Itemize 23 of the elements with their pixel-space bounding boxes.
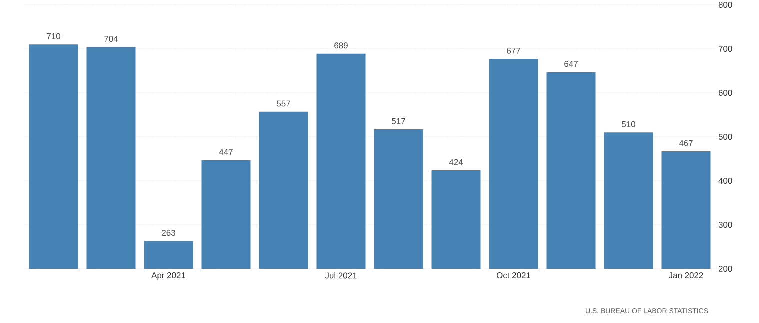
y-tick-label: 700 [718, 46, 732, 52]
data-label: 467 [679, 140, 693, 146]
x-tick-label: Jan 2022 [668, 272, 704, 279]
data-label: 263 [162, 230, 176, 236]
y-tick-label: 300 [718, 222, 732, 228]
data-label: 689 [334, 42, 348, 49]
data-label: 647 [564, 61, 578, 68]
y-tick-label: 600 [718, 90, 732, 96]
x-tick-label: Oct 2021 [496, 272, 531, 279]
data-label: 557 [277, 100, 290, 107]
x-tick-label: Apr 2021 [152, 272, 186, 280]
data-label: 710 [47, 33, 60, 40]
y-tick-label: 200 [718, 266, 732, 272]
data-label: 677 [507, 48, 520, 54]
data-label: 510 [622, 121, 636, 128]
y-tick-label: 400 [718, 178, 732, 184]
y-tick-label: 800 [718, 2, 732, 8]
data-label: 447 [219, 149, 233, 156]
data-label: 704 [104, 36, 118, 42]
x-tick-label: Jul 2021 [325, 272, 357, 279]
data-label: 517 [392, 118, 406, 124]
data-label: 424 [449, 159, 464, 166]
y-tick-label: 500 [718, 134, 732, 140]
